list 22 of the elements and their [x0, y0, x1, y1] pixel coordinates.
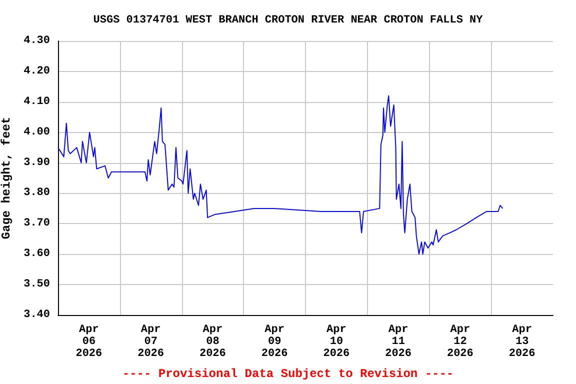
- x-tick-label: Apr 06 2026: [76, 324, 102, 360]
- x-tick-label: Apr 10 2026: [323, 324, 350, 360]
- y-tick-label: 4.10: [24, 96, 50, 108]
- x-tick-label: Apr 09 2026: [261, 324, 288, 360]
- y-axis-title: Gage height, feet: [0, 116, 14, 240]
- chart-title: USGS 01374701 WEST BRANCH CROTON RIVER NEAR CROTON FALLS NY: [93, 14, 484, 26]
- x-tick-label: Apr 12 2026: [446, 324, 474, 360]
- x-tick-label: Apr 13 2026: [508, 324, 536, 360]
- text: ---- Provisional Data Subject to Revision ----: [122, 367, 454, 381]
- y-tick-label: 3.40: [24, 309, 50, 321]
- y-tick-label: 3.50: [24, 278, 50, 291]
- y-tick-label: 4.30: [24, 35, 50, 47]
- x-tick-label: Apr 07 2026: [138, 324, 164, 360]
- x-tick-label: Apr 11 2026: [385, 324, 412, 360]
- y-tick-label: 4.20: [24, 65, 50, 78]
- line-series: [58, 95, 504, 255]
- y-tick-label: 4.00: [24, 126, 50, 138]
- y-tick-label: 3.60: [24, 248, 50, 260]
- y-tick-label: 3.70: [24, 218, 50, 230]
- y-tick-label: 3.80: [24, 187, 50, 200]
- y-tick-label: 3.90: [24, 156, 50, 169]
- x-tick-label: Apr 08 2026: [199, 324, 226, 360]
